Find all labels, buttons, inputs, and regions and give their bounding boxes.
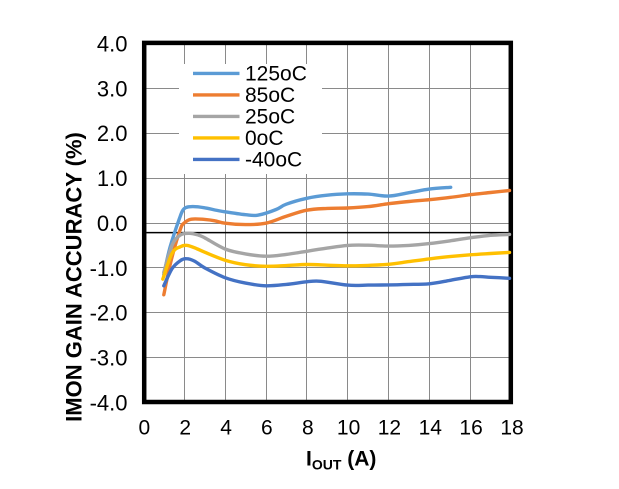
svg-text:3.0: 3.0 [97,76,128,101]
svg-text:4.0: 4.0 [97,32,128,57]
svg-text:10: 10 [337,416,360,439]
svg-text:0: 0 [139,416,151,439]
svg-text:0.0: 0.0 [97,211,128,236]
svg-text:14: 14 [419,416,443,439]
svg-text:1.0: 1.0 [97,166,128,191]
svg-text:4: 4 [220,416,232,439]
svg-text:18: 18 [500,416,523,439]
svg-text:-40oC: -40oC [245,149,302,172]
svg-text:6: 6 [261,416,273,439]
svg-text:-1.0: -1.0 [90,256,128,281]
svg-text:-3.0: -3.0 [90,345,128,370]
svg-text:16: 16 [459,416,482,439]
svg-text:IMON GAIN ACCURACY (%): IMON GAIN ACCURACY (%) [62,132,87,422]
svg-text:125oC: 125oC [245,63,307,86]
svg-text:2: 2 [179,416,191,439]
svg-text:12: 12 [378,416,401,439]
svg-text:2.0: 2.0 [97,121,128,146]
svg-text:25oC: 25oC [245,106,295,129]
svg-text:-2.0: -2.0 [90,301,128,326]
svg-text:8: 8 [302,416,314,439]
svg-text:85oC: 85oC [245,84,295,107]
svg-text:-4.0: -4.0 [90,390,128,415]
svg-text:0oC: 0oC [245,127,284,150]
svg-text:IOUT (A): IOUT (A) [306,447,376,472]
